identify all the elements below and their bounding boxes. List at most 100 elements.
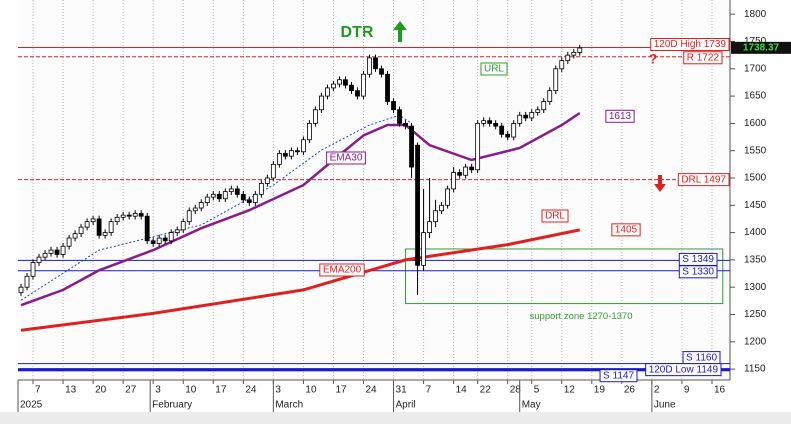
candle-body (264, 177, 270, 184)
x-tick-label: 17 (215, 385, 227, 396)
candle-body (481, 120, 487, 124)
candle-body (282, 153, 288, 157)
level-label-box (645, 363, 722, 377)
x-tick-label: 10 (185, 385, 197, 396)
period-label: March (275, 400, 303, 411)
candle-body (313, 109, 318, 124)
x-tick-label: 26 (624, 385, 636, 396)
level-label: S 1330 (678, 265, 718, 279)
candle-body (192, 207, 198, 212)
candle-body (66, 237, 72, 247)
annotation-box (605, 109, 635, 123)
period-label: February (152, 400, 192, 411)
candle-body (288, 150, 294, 157)
last-value-text: 1738.37 (743, 42, 780, 53)
y-tick-label: 1500 (744, 173, 767, 184)
candle-body (30, 262, 36, 277)
candle-body (24, 275, 30, 288)
y-tick-label: 1600 (744, 118, 767, 129)
candle-body (379, 68, 384, 75)
period-label: May (522, 400, 541, 411)
candle-body (457, 172, 463, 176)
x-tick-label: 5 (534, 385, 540, 396)
level-label-text: S 1160 (686, 352, 717, 363)
x-tick-label: 2 (654, 385, 660, 396)
annotation-text: EMA30 (330, 153, 363, 164)
annotation: URL (480, 62, 508, 76)
candle-body (72, 233, 78, 239)
annotation-text: 1613 (609, 111, 632, 122)
candle-body (421, 232, 426, 266)
support-zone (405, 248, 724, 305)
candle-body (553, 68, 559, 92)
candle-body (246, 199, 252, 203)
annotation-box (480, 62, 508, 76)
period-label: June (654, 400, 676, 411)
candle-body (391, 101, 396, 111)
candle-body (439, 204, 444, 212)
candle-body (234, 188, 240, 195)
level-label: DRL 1497 (677, 173, 730, 187)
candle-body (114, 216, 120, 223)
annotation-box (319, 263, 365, 277)
level-label-text: S 1147 (603, 370, 634, 381)
candle-body (144, 215, 150, 242)
x-tick-label: 7 (426, 385, 432, 396)
candle-body (559, 60, 565, 70)
y-tick-label: 1300 (744, 282, 767, 293)
signal: DTR ? (341, 21, 666, 192)
down-arrow (654, 175, 666, 192)
candle-body (361, 73, 366, 97)
x-tick-label: 10 (305, 385, 317, 396)
candle-body (198, 202, 204, 209)
candle-body (409, 125, 414, 168)
level-label-box (683, 51, 723, 65)
period-label: 2025 (20, 400, 43, 411)
candle-body (469, 166, 475, 171)
level-label-text: S 1330 (682, 266, 714, 277)
annotation: 1613 (605, 109, 635, 123)
candle-body (565, 54, 571, 62)
candle-body (355, 90, 360, 97)
x-tick-label: 3 (275, 385, 281, 396)
indicator-line (20, 114, 412, 301)
level-label-box (678, 265, 718, 279)
candle-body (42, 252, 48, 258)
y-tick-label: 1800 (744, 9, 767, 20)
candle-body (60, 245, 66, 255)
candle-body (108, 221, 114, 233)
x-tick-label: 24 (245, 385, 257, 396)
x-tick-label: 31 (396, 385, 408, 396)
annotation-text: EMA200 (323, 265, 362, 276)
candle-body (577, 47, 583, 53)
candle-body (415, 144, 420, 266)
annotation-text: 1405 (615, 224, 638, 235)
y-tick-label: 1750 (744, 36, 767, 47)
candle-body (186, 210, 192, 223)
annotation: EMA30 (326, 151, 366, 165)
candle-body (511, 122, 517, 138)
annotation-text: DRL (545, 211, 565, 222)
candle-body (451, 172, 457, 190)
candle-body (132, 213, 138, 217)
candle-body (433, 210, 438, 223)
support-zone-label: support zone 1270-1370 (530, 311, 633, 322)
annotation-box (326, 151, 366, 165)
candle-body (337, 79, 342, 85)
y-tick-label: 1700 (744, 63, 767, 74)
level-label: S 1349 (678, 252, 718, 266)
candle-body (331, 83, 336, 89)
candle-body (18, 286, 24, 294)
x-tick-label: 20 (95, 385, 107, 396)
bottom-strip (0, 412, 791, 424)
candle-body (180, 221, 186, 231)
level-label-text: 120D High 1739 (654, 39, 727, 50)
level-label-box (650, 38, 730, 51)
candle-body (373, 57, 378, 70)
candle-body (294, 150, 300, 153)
level-label: 120D Low 1149 (645, 363, 722, 377)
candle-body (84, 221, 90, 228)
x-tick-label: 28 (510, 385, 522, 396)
y-tick-label: 1150 (744, 364, 766, 375)
